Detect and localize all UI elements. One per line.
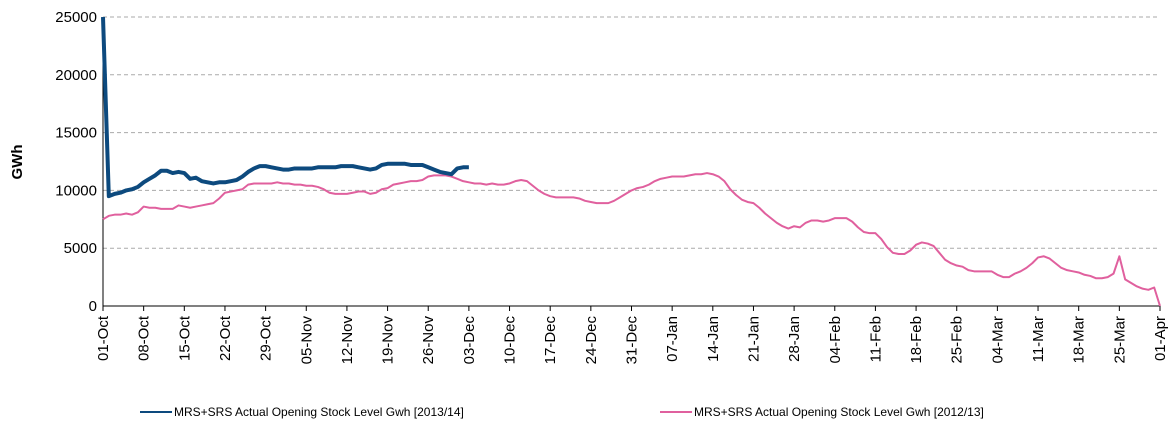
- x-tick-label: 31-Dec: [624, 316, 641, 365]
- x-tick-label: 08-Oct: [136, 315, 153, 361]
- x-tick-label: 14-Jan: [705, 316, 722, 362]
- x-tick-label: 26-Nov: [420, 316, 437, 365]
- x-tick-label: 12-Nov: [339, 316, 356, 365]
- x-tick-label: 04-Feb: [827, 316, 844, 364]
- y-tick-label: 15000: [55, 125, 97, 142]
- legend-label: MRS+SRS Actual Opening Stock Level Gwh […: [694, 405, 984, 419]
- x-tick-label: 25-Feb: [949, 316, 966, 364]
- x-tick-label: 28-Jan: [786, 316, 803, 362]
- x-tick-label: 03-Dec: [461, 316, 478, 365]
- x-tick-label: 01-Oct: [95, 315, 112, 361]
- series-line: [102, 172, 1161, 307]
- x-tick-label: 15-Oct: [176, 315, 193, 361]
- x-tick-label: 18-Feb: [908, 316, 925, 364]
- y-axis-label: GWh: [9, 145, 26, 180]
- x-tick-label: 10-Dec: [502, 316, 519, 365]
- y-tick-label: 10000: [55, 182, 97, 199]
- y-tick-label: 20000: [55, 67, 97, 84]
- y-tick-label: 5000: [64, 240, 97, 257]
- x-tick-label: 07-Jan: [664, 316, 681, 362]
- x-tick-label: 05-Nov: [298, 316, 315, 365]
- x-tick-label: 21-Jan: [745, 316, 762, 362]
- x-tick-label: 29-Oct: [258, 315, 275, 361]
- x-tick-label: 19-Nov: [380, 316, 397, 365]
- y-tick-label: 25000: [55, 9, 97, 26]
- x-tick-label: 25-Mar: [1111, 316, 1128, 364]
- x-tick-label: 04-Mar: [989, 316, 1006, 364]
- legend-label: MRS+SRS Actual Opening Stock Level Gwh […: [174, 405, 464, 419]
- x-tick-label: 01-Apr: [1152, 316, 1169, 361]
- x-tick-label: 11-Mar: [1030, 316, 1047, 362]
- x-tick-label: 24-Dec: [583, 316, 600, 365]
- x-tick-label: 18-Mar: [1071, 316, 1088, 364]
- x-tick-label: 11-Feb: [867, 316, 884, 362]
- x-tick-label: 17-Dec: [542, 316, 559, 365]
- x-tick-label: 22-Oct: [217, 315, 234, 361]
- series-line: [101, 16, 469, 199]
- y-tick-label: 0: [89, 298, 97, 315]
